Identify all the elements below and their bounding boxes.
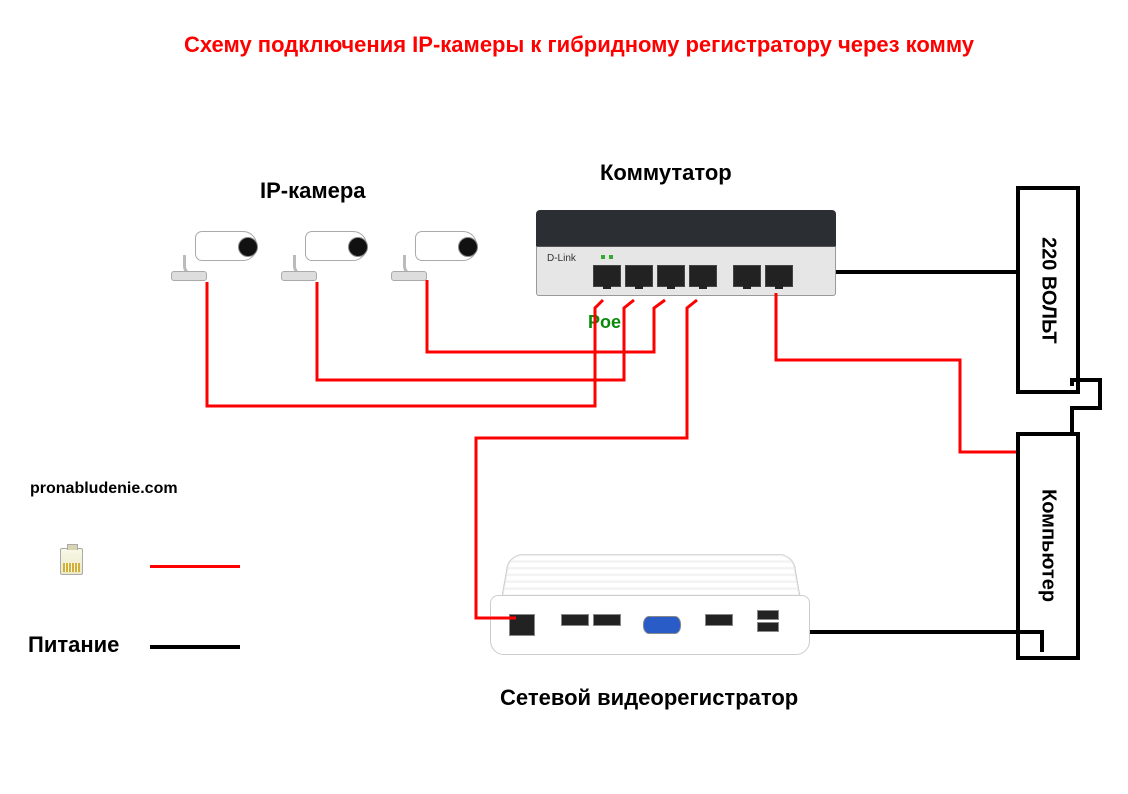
network-switch: D-Link [536, 210, 836, 296]
ip-camera-2 [275, 225, 365, 281]
power-220v-box: 220 ВОЛЬТ [1016, 186, 1080, 394]
label-legend-power: Питание [28, 632, 119, 658]
label-poe: Poe [588, 312, 621, 333]
diagram-title: Схему подключения IP-камеры к гибридному… [50, 32, 1108, 58]
label-ip-camera: IP-камера [260, 178, 366, 204]
computer-box: Компьютер [1016, 432, 1080, 660]
wiring-layer [0, 0, 1128, 794]
nvr-device [490, 545, 810, 665]
ip-camera-1 [165, 225, 255, 281]
wire-pc-sw [776, 293, 1016, 452]
wire-cam1-sw [207, 282, 603, 406]
ip-camera-3 [385, 225, 475, 281]
label-nvr: Сетевой видеорегистратор [500, 685, 798, 711]
legend-data-line [150, 565, 240, 568]
diagram-canvas: Схему подключения IP-камеры к гибридному… [0, 0, 1128, 794]
switch-brand-label: D-Link [547, 253, 576, 264]
legend-power-line [150, 645, 240, 649]
wire-cam2-sw [317, 282, 634, 380]
label-computer: Компьютер [1037, 489, 1060, 602]
watermark: pronabludenie.com [30, 480, 178, 498]
wire-nvr-pc [810, 632, 1042, 652]
rj45-icon [60, 548, 83, 575]
label-220v: 220 ВОЛЬТ [1037, 237, 1060, 344]
label-switch: Коммутатор [600, 160, 732, 186]
